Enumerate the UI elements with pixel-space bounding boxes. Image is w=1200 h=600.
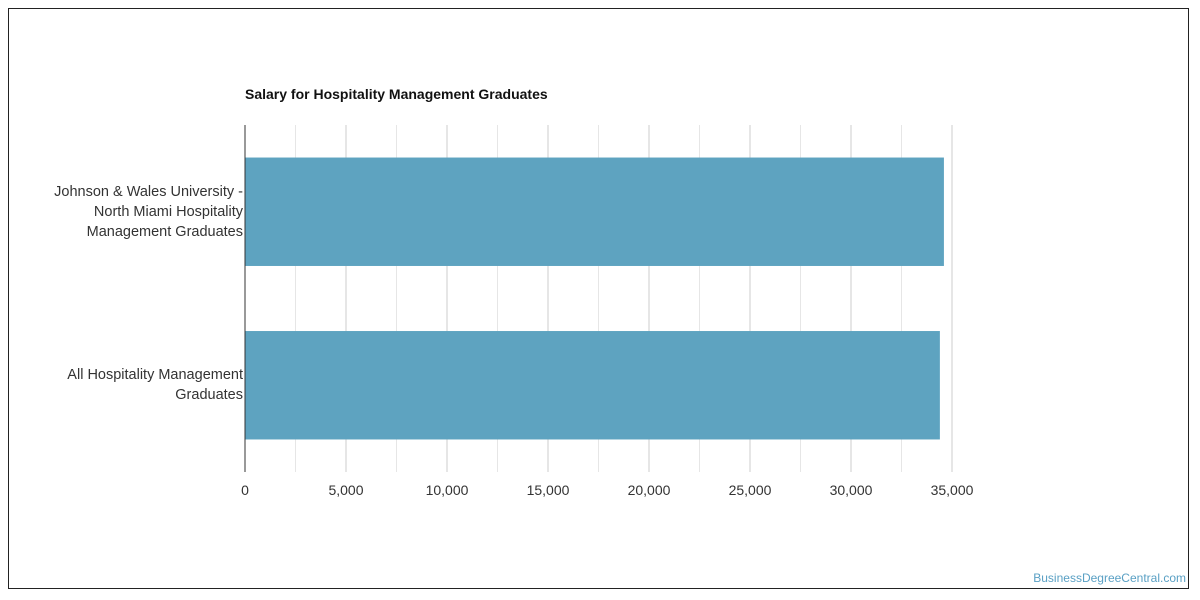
x-tick-labels: 0 5,000 10,000 15,000 20,000 25,000 30,000 35,0…	[241, 482, 974, 498]
watermark-link[interactable]: BusinessDegreeCentral.com	[1033, 571, 1186, 585]
y-category-label-line: Graduates	[175, 387, 243, 404]
x-tick-label: 35,000	[931, 482, 974, 498]
bar	[245, 331, 940, 440]
chart-frame	[8, 8, 1189, 589]
x-tick-label: 0	[241, 482, 249, 498]
x-tick-label: 15,000	[527, 482, 570, 498]
bar	[245, 157, 944, 266]
y-category-label: All Hospitality Management Graduates	[23, 365, 243, 405]
y-category-label-line: Management Graduates	[86, 223, 243, 240]
y-category-label-line: North Miami Hospitality	[93, 203, 243, 220]
y-category-label-line: Johnson & Wales University -	[54, 183, 243, 200]
bars	[245, 157, 944, 440]
chart-title: Salary for Hospitality Management Gradua…	[245, 86, 548, 102]
x-tick-label: 5,000	[328, 482, 363, 498]
y-category-label: Johnson & Wales University - North Miami …	[23, 182, 243, 242]
y-category-label-line: All Hospitality Management	[67, 367, 243, 384]
x-tick-label: 30,000	[830, 482, 873, 498]
x-tick-label: 20,000	[628, 482, 671, 498]
x-tick-label: 25,000	[729, 482, 772, 498]
x-tick-label: 10,000	[426, 482, 469, 498]
